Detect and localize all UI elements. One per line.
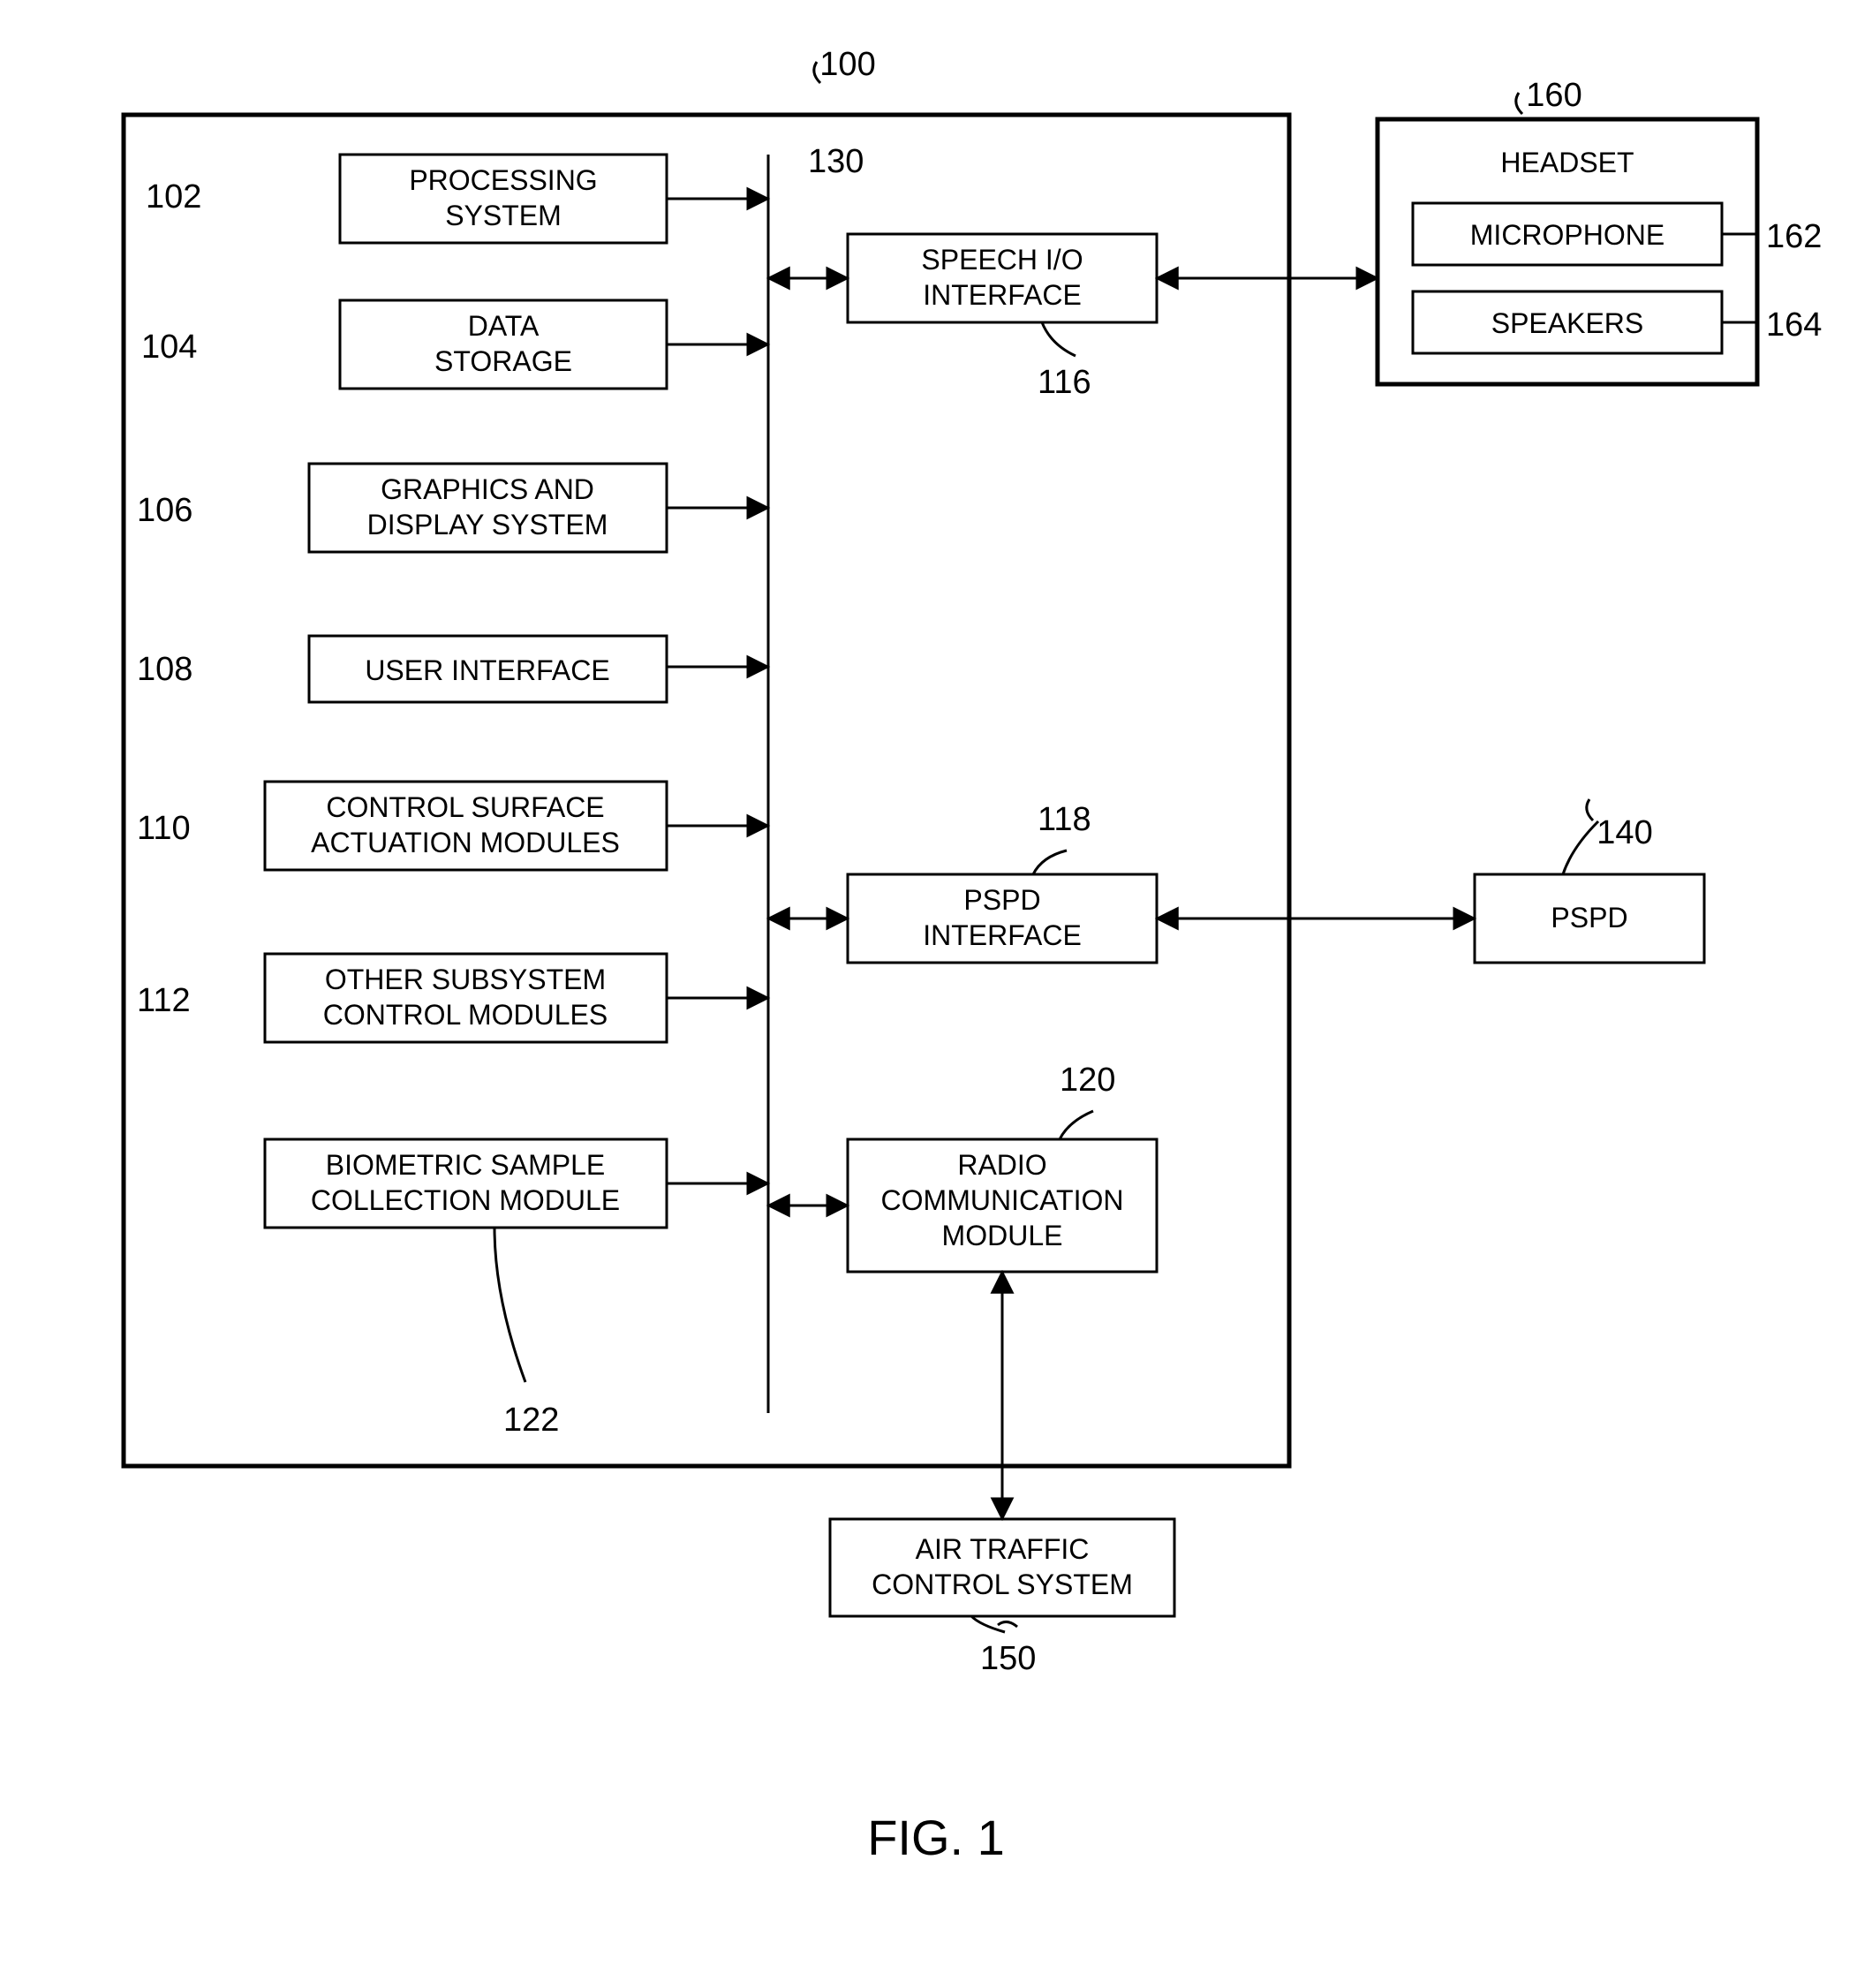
oscm-l1: OTHER SUBSYSTEM — [325, 964, 606, 995]
radio-l1: RADIO — [957, 1149, 1046, 1181]
ref-118: 118 — [1038, 801, 1091, 838]
speech-l1: SPEECH I/O — [921, 244, 1083, 276]
figure-caption: FIG. 1 — [867, 1810, 1005, 1865]
ref-120: 120 — [1060, 1062, 1115, 1099]
ref-160: 160 — [1526, 77, 1581, 114]
ref-150: 150 — [980, 1640, 1036, 1677]
pspd-l1: PSPD — [1551, 902, 1627, 934]
ref-116: 116 — [1038, 364, 1091, 401]
atc-l1: AIR TRAFFIC — [916, 1533, 1090, 1565]
oscm-l2: CONTROL MODULES — [323, 999, 608, 1031]
ref-106: 106 — [137, 492, 192, 529]
pspdif-l1: PSPD — [963, 884, 1040, 916]
speakers-l1: SPEAKERS — [1491, 307, 1644, 339]
ref-130: 130 — [808, 143, 864, 180]
radio-l2: COMMUNICATION — [881, 1184, 1124, 1216]
pspdif-l2: INTERFACE — [923, 919, 1082, 951]
graphics-l2: DISPLAY SYSTEM — [367, 509, 608, 540]
ref-162: 162 — [1766, 218, 1822, 255]
atc-l2: CONTROL SYSTEM — [872, 1568, 1133, 1600]
ref-140: 140 — [1596, 814, 1652, 851]
ref-122: 122 — [503, 1402, 559, 1439]
radio-l3: MODULE — [942, 1220, 1063, 1251]
ref-112: 112 — [137, 982, 191, 1019]
ref-164: 164 — [1766, 306, 1822, 344]
csam-l2: ACTUATION MODULES — [311, 827, 620, 858]
graphics-l1: GRAPHICS AND — [381, 473, 594, 505]
storage-l1: DATA — [468, 310, 540, 342]
ui-l1: USER INTERFACE — [365, 654, 609, 686]
storage-l2: STORAGE — [434, 345, 572, 377]
speech-l2: INTERFACE — [923, 279, 1082, 311]
csam-l1: CONTROL SURFACE — [326, 791, 604, 823]
processing-l2: SYSTEM — [445, 200, 562, 231]
block-diagram: 100 130 PROCESSING SYSTEM 102 DATA STORA… — [0, 0, 1872, 1988]
headset-l1: HEADSET — [1500, 147, 1634, 178]
processing-l1: PROCESSING — [409, 164, 597, 196]
biometric-l2: COLLECTION MODULE — [311, 1184, 620, 1216]
ref-108: 108 — [137, 651, 192, 688]
ref-102: 102 — [146, 178, 201, 215]
biometric-l1: BIOMETRIC SAMPLE — [326, 1149, 606, 1181]
ref-104: 104 — [141, 329, 197, 366]
ref-110: 110 — [137, 810, 191, 847]
ref-100: 100 — [819, 46, 875, 83]
mic-l1: MICROPHONE — [1470, 219, 1664, 251]
